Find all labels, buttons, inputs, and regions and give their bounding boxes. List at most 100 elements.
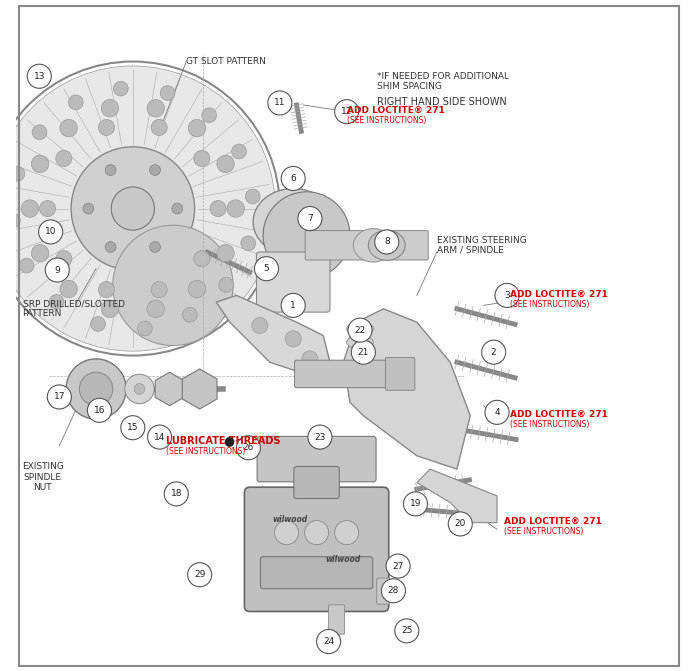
Circle shape bbox=[150, 242, 160, 252]
FancyBboxPatch shape bbox=[295, 360, 392, 388]
Ellipse shape bbox=[354, 229, 393, 262]
Text: SRP DRILLED/SLOTTED
PATTERN: SRP DRILLED/SLOTTED PATTERN bbox=[22, 299, 125, 319]
Text: ADD LOCTITE® 271: ADD LOCTITE® 271 bbox=[504, 517, 601, 526]
Circle shape bbox=[46, 258, 69, 282]
Ellipse shape bbox=[346, 322, 373, 336]
Text: 19: 19 bbox=[410, 499, 421, 509]
Circle shape bbox=[302, 351, 318, 367]
Text: ADD LOCTITE® 271: ADD LOCTITE® 271 bbox=[510, 290, 608, 299]
Circle shape bbox=[125, 374, 154, 404]
Text: *IF NEEDED FOR ADDITIONAL
SHIM SPACING: *IF NEEDED FOR ADDITIONAL SHIM SPACING bbox=[377, 72, 509, 91]
Text: LUBRICATE THREADS: LUBRICATE THREADS bbox=[166, 435, 281, 446]
Text: 21: 21 bbox=[358, 348, 369, 357]
Text: 29: 29 bbox=[194, 570, 205, 579]
Polygon shape bbox=[343, 309, 470, 469]
Circle shape bbox=[20, 258, 34, 273]
Text: 14: 14 bbox=[154, 433, 165, 442]
Text: 3: 3 bbox=[504, 291, 510, 300]
Circle shape bbox=[121, 416, 145, 440]
Text: RIGHT HAND SIDE SHOWN: RIGHT HAND SIDE SHOWN bbox=[377, 97, 507, 107]
Circle shape bbox=[188, 119, 206, 137]
FancyBboxPatch shape bbox=[328, 605, 344, 634]
Circle shape bbox=[91, 317, 106, 331]
Text: 13: 13 bbox=[34, 72, 45, 81]
Circle shape bbox=[6, 213, 20, 228]
Polygon shape bbox=[216, 295, 330, 376]
Circle shape bbox=[403, 492, 428, 516]
Circle shape bbox=[105, 164, 116, 175]
Circle shape bbox=[274, 521, 298, 545]
Circle shape bbox=[10, 166, 25, 181]
Circle shape bbox=[151, 282, 167, 298]
FancyBboxPatch shape bbox=[386, 358, 415, 391]
Circle shape bbox=[482, 340, 505, 364]
Text: 15: 15 bbox=[127, 423, 139, 432]
Circle shape bbox=[71, 147, 195, 270]
Circle shape bbox=[69, 95, 83, 109]
Text: 18: 18 bbox=[171, 489, 182, 499]
Circle shape bbox=[83, 203, 94, 214]
Text: ●: ● bbox=[223, 434, 234, 447]
Circle shape bbox=[102, 99, 118, 117]
Circle shape bbox=[335, 521, 358, 545]
Text: wilwood: wilwood bbox=[272, 515, 307, 524]
Circle shape bbox=[99, 282, 115, 298]
Circle shape bbox=[202, 108, 216, 123]
Circle shape bbox=[252, 317, 268, 333]
Circle shape bbox=[60, 119, 78, 137]
Text: 2: 2 bbox=[491, 348, 496, 357]
FancyBboxPatch shape bbox=[244, 487, 388, 611]
Text: EXISTING STEERING
ARM / SPINDLE: EXISTING STEERING ARM / SPINDLE bbox=[437, 236, 526, 255]
Text: 22: 22 bbox=[354, 325, 365, 335]
FancyBboxPatch shape bbox=[257, 436, 376, 482]
Text: 25: 25 bbox=[401, 626, 412, 635]
Circle shape bbox=[241, 236, 256, 251]
Circle shape bbox=[32, 155, 49, 172]
Circle shape bbox=[38, 220, 63, 244]
Text: ADD LOCTITE® 271: ADD LOCTITE® 271 bbox=[346, 106, 444, 115]
Circle shape bbox=[32, 125, 47, 140]
Text: wilwood: wilwood bbox=[326, 555, 361, 564]
Circle shape bbox=[21, 200, 38, 217]
Text: 10: 10 bbox=[45, 227, 57, 236]
Text: GT SLOT PATTERN: GT SLOT PATTERN bbox=[186, 57, 266, 66]
Circle shape bbox=[268, 91, 292, 115]
Text: 9: 9 bbox=[55, 266, 60, 274]
Text: 5: 5 bbox=[264, 264, 270, 273]
FancyBboxPatch shape bbox=[377, 578, 390, 604]
Text: EXISTING
SPINDLE
NUT: EXISTING SPINDLE NUT bbox=[22, 462, 64, 493]
FancyBboxPatch shape bbox=[260, 557, 372, 588]
Circle shape bbox=[183, 307, 197, 322]
Text: (SEE INSTRUCTIONS): (SEE INSTRUCTIONS) bbox=[510, 420, 589, 429]
Circle shape bbox=[48, 385, 71, 409]
Text: 11: 11 bbox=[274, 99, 286, 107]
Polygon shape bbox=[416, 469, 497, 523]
Circle shape bbox=[147, 300, 164, 317]
Text: 7: 7 bbox=[307, 214, 313, 223]
Circle shape bbox=[281, 293, 305, 317]
Circle shape bbox=[172, 203, 183, 214]
Text: 26: 26 bbox=[243, 444, 254, 452]
Circle shape bbox=[495, 283, 519, 307]
Circle shape bbox=[150, 164, 160, 175]
Circle shape bbox=[308, 425, 332, 449]
Circle shape bbox=[27, 64, 51, 89]
Circle shape bbox=[164, 482, 188, 506]
Circle shape bbox=[281, 166, 305, 191]
Circle shape bbox=[137, 321, 152, 336]
Circle shape bbox=[49, 295, 64, 309]
Text: 1: 1 bbox=[290, 301, 296, 310]
Circle shape bbox=[188, 563, 211, 586]
Circle shape bbox=[102, 300, 118, 317]
Circle shape bbox=[210, 201, 226, 217]
Circle shape bbox=[348, 318, 372, 342]
Circle shape bbox=[0, 66, 275, 351]
Circle shape bbox=[111, 187, 155, 230]
Circle shape bbox=[246, 189, 260, 204]
Circle shape bbox=[263, 192, 350, 278]
Circle shape bbox=[374, 230, 399, 254]
Text: 12: 12 bbox=[341, 107, 352, 116]
Text: ADD LOCTITE® 271: ADD LOCTITE® 271 bbox=[510, 410, 608, 419]
Circle shape bbox=[88, 399, 111, 422]
Text: 6: 6 bbox=[290, 174, 296, 183]
